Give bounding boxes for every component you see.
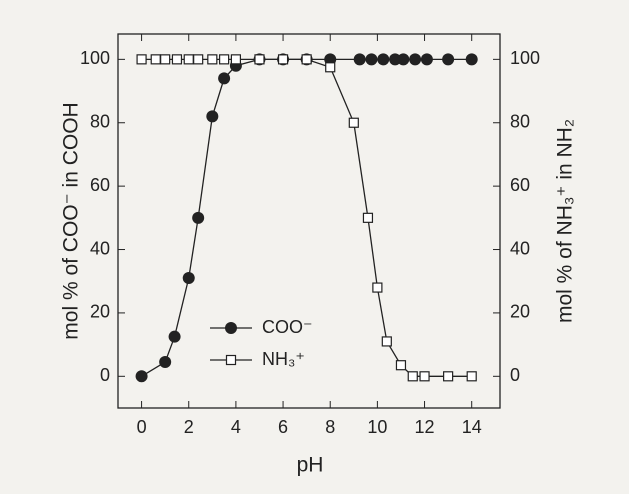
x-tick-label: 8 — [325, 417, 335, 437]
y2-tick-label: 40 — [510, 238, 530, 258]
data-point — [407, 371, 418, 382]
data-point — [136, 54, 147, 65]
series-line — [141, 58, 472, 377]
data-point — [395, 360, 407, 371]
data-point — [150, 54, 161, 65]
data-point — [443, 371, 454, 382]
x-tick-label: 0 — [137, 417, 147, 437]
data-point — [466, 371, 477, 382]
data-point — [325, 62, 336, 73]
x-tick-label: 14 — [462, 417, 482, 437]
y2-axis-label: mol % of NH₃⁺ in NH₂ — [554, 119, 577, 323]
x-tick-label: 6 — [278, 417, 288, 437]
plot-frame — [117, 33, 501, 409]
y-tick-label: 40 — [90, 238, 110, 258]
data-point — [171, 54, 183, 65]
data-point — [442, 53, 455, 66]
data-point — [192, 211, 205, 224]
data-point — [182, 272, 195, 285]
data-point — [183, 54, 194, 65]
data-point — [420, 53, 433, 66]
y2-tick-label: 0 — [510, 365, 520, 385]
data-point — [277, 54, 289, 65]
data-point — [353, 53, 366, 66]
y2-tick-label: 60 — [510, 175, 530, 195]
x-tick-label: 4 — [231, 417, 241, 437]
data-point — [381, 336, 392, 347]
data-point — [254, 54, 265, 65]
y2-tick-label: 20 — [510, 302, 530, 322]
data-point — [362, 212, 374, 223]
y2-tick-label: 80 — [510, 111, 530, 131]
data-point — [409, 53, 422, 66]
y-axis-label: mol % of COO⁻ in COOH — [60, 102, 83, 339]
data-point — [160, 54, 171, 65]
x-tick-label: 10 — [367, 417, 387, 437]
x-tick-label: 2 — [184, 417, 194, 437]
legend-marker — [225, 354, 237, 366]
legend-marker — [225, 322, 237, 334]
data-point — [206, 110, 219, 123]
data-point — [397, 53, 410, 66]
x-axis-label: pH — [297, 454, 324, 477]
data-point — [168, 330, 181, 343]
data-point — [365, 53, 378, 66]
data-point — [372, 282, 383, 293]
y-tick-label: 100 — [80, 48, 110, 68]
y-tick-label: 0 — [100, 365, 110, 385]
data-point — [419, 371, 430, 382]
data-point — [377, 53, 390, 66]
x-tick-label: 12 — [415, 417, 435, 437]
data-point — [230, 54, 242, 65]
y-tick-label: 80 — [90, 111, 110, 131]
data-point — [389, 53, 402, 66]
legend-label: COO⁻ — [262, 317, 313, 337]
data-point — [219, 54, 230, 65]
data-point — [135, 370, 148, 383]
data-point — [193, 54, 204, 65]
data-point — [301, 54, 312, 65]
legend-label: NH₃⁺ — [262, 349, 305, 369]
y2-tick-label: 100 — [510, 48, 540, 68]
y-tick-label: 60 — [90, 175, 110, 195]
data-point — [348, 117, 359, 128]
y-tick-label: 20 — [90, 302, 110, 322]
data-point — [465, 53, 478, 66]
data-point — [159, 356, 172, 369]
data-point — [218, 72, 231, 85]
data-point — [207, 54, 218, 65]
